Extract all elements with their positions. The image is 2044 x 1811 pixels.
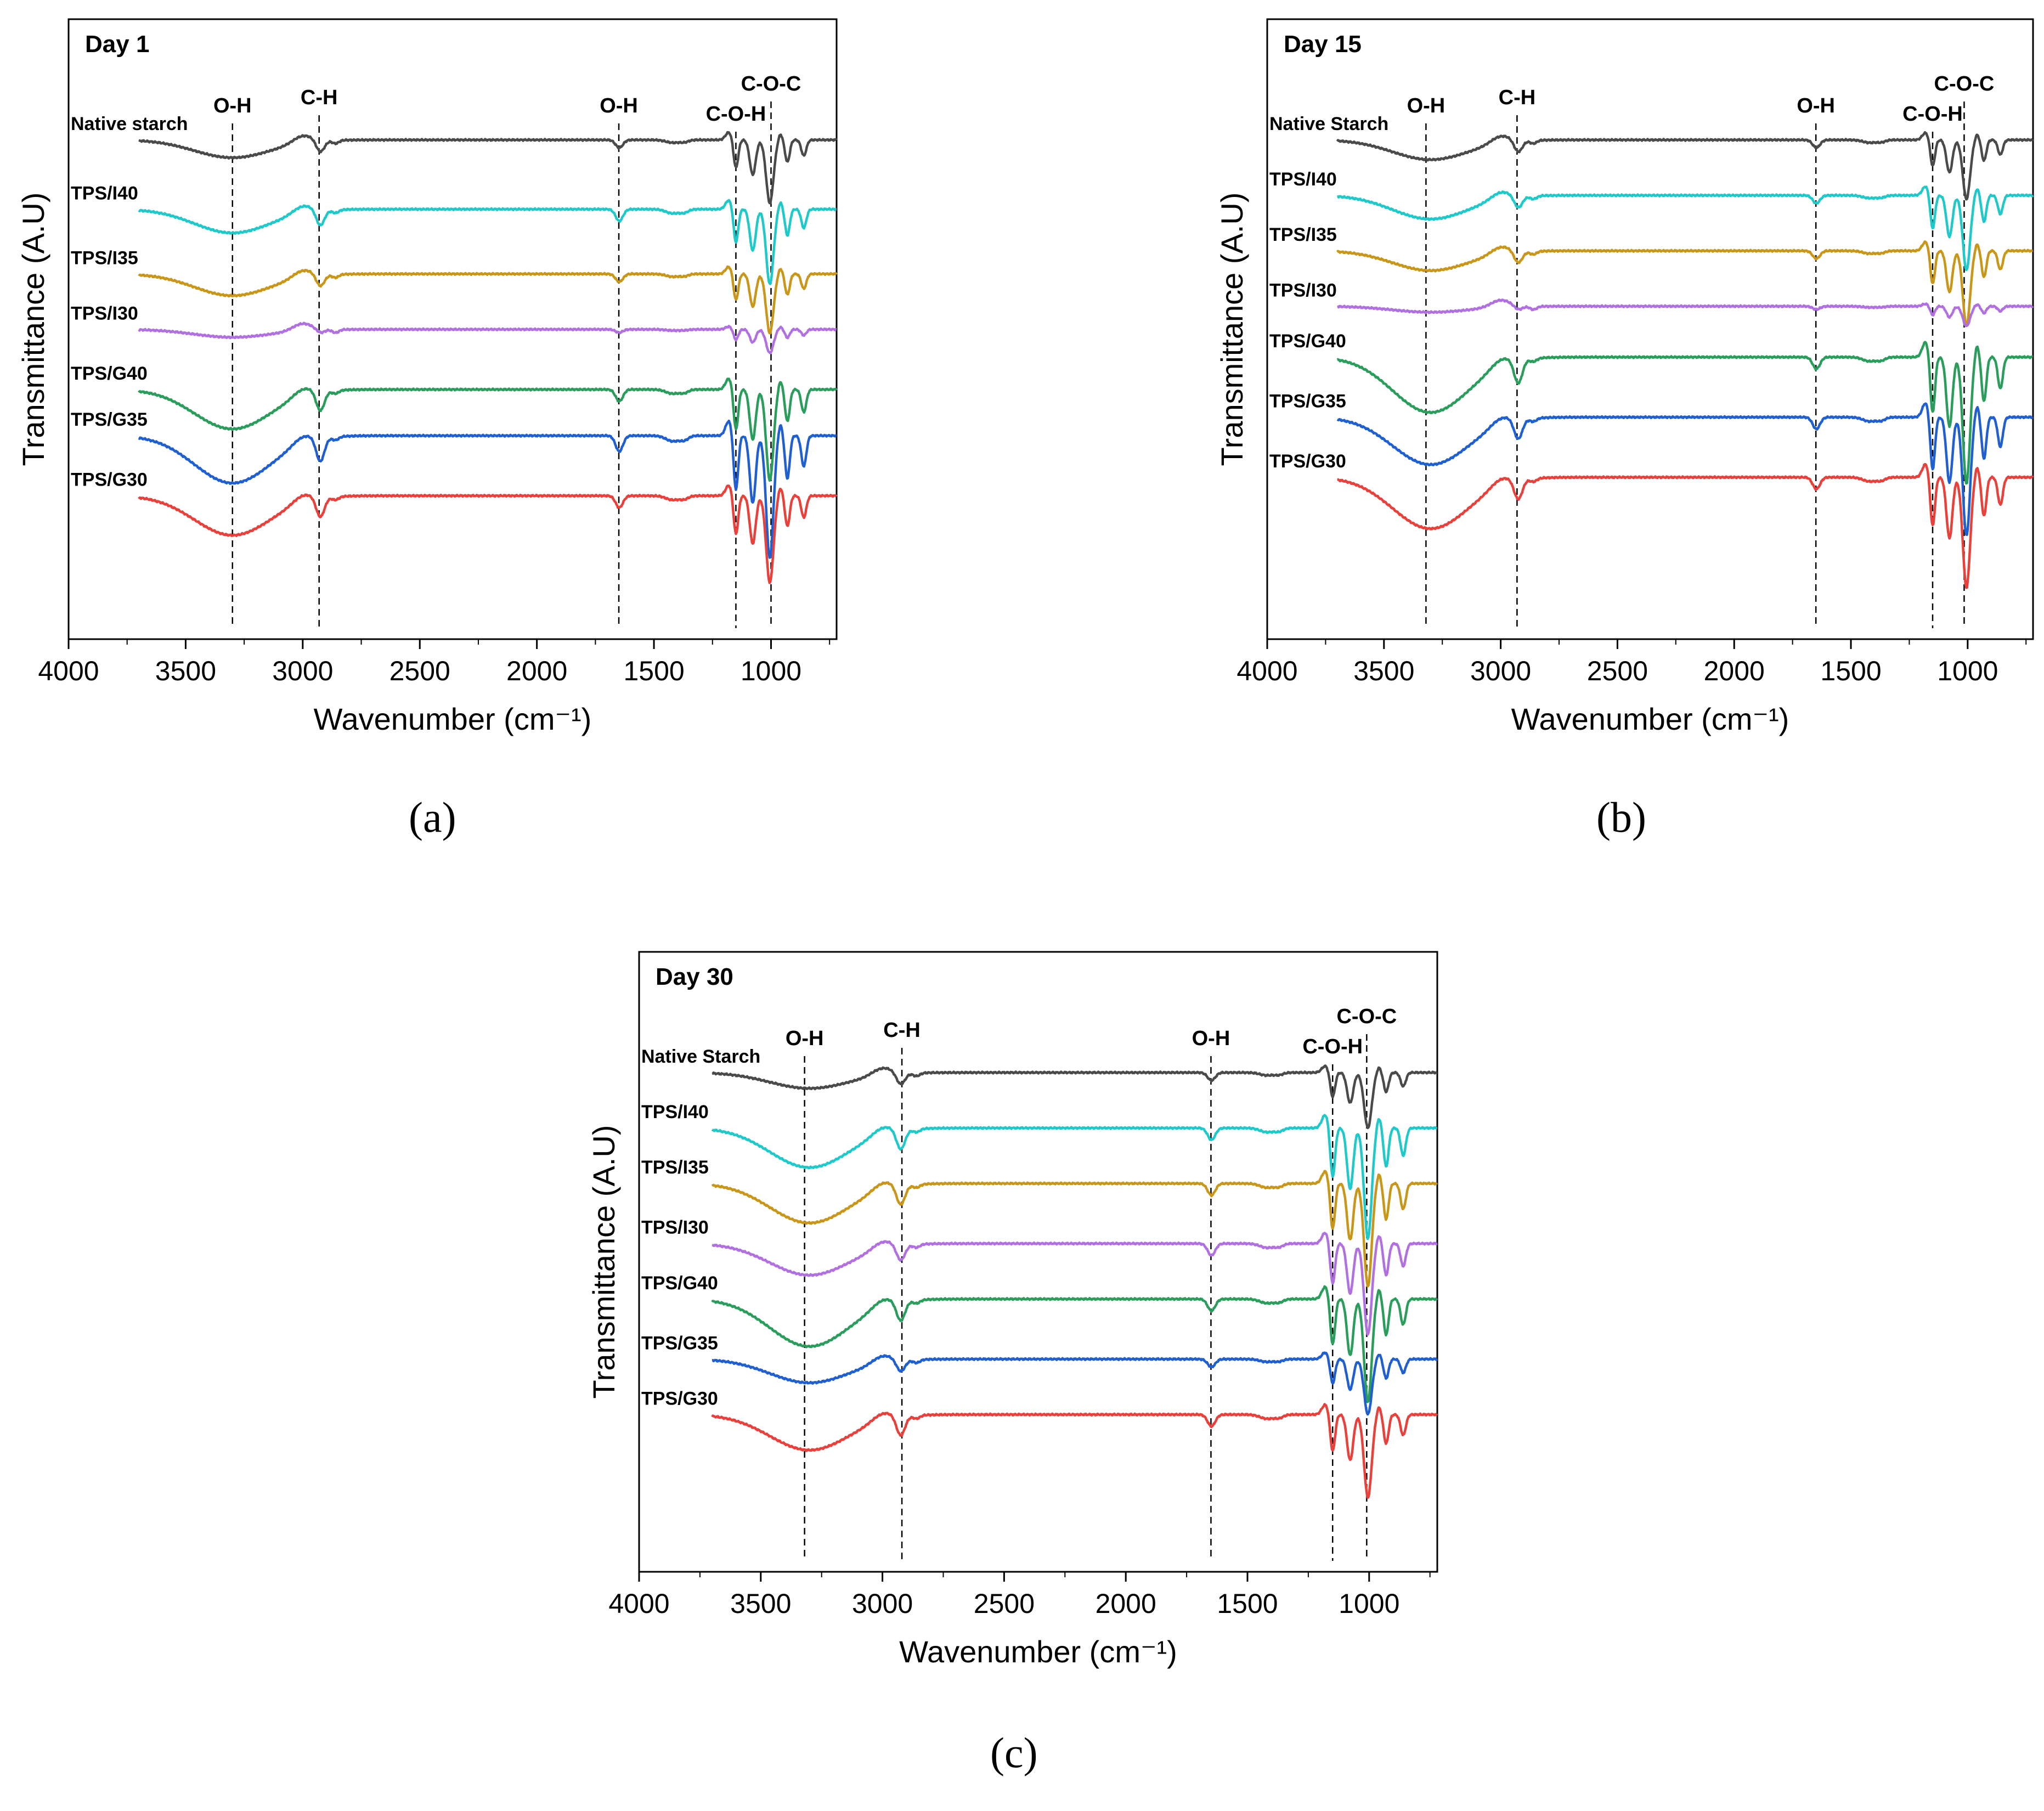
series-label-native-starch: Native Starch — [1269, 114, 1388, 134]
series-label-tps-g40: TPS/G40 — [1269, 331, 1346, 352]
series-line-native-starch — [138, 131, 838, 205]
x-tick-label-3000: 3000 — [1470, 656, 1531, 686]
x-axis-label: Wavenumber (cm⁻¹) — [314, 702, 592, 736]
series-line-tps-i35 — [711, 1170, 1438, 1288]
chart-panel-a: Day 1 4000 3500 3000 2500 2000 1500 1000 Wavenum… — [0, 0, 856, 779]
band-label-c-o-c: C-O-C — [741, 72, 801, 95]
series-label-tps-i30: TPS/I30 — [1269, 280, 1337, 301]
series-line-native-starch — [1336, 131, 2034, 201]
series-label-tps-g30: TPS/G30 — [71, 470, 148, 490]
series-line-tps-i30 — [1336, 298, 2034, 328]
series-line-tps-i40 — [138, 199, 837, 285]
chart-title: Day 15 — [1284, 31, 1362, 58]
series-label-tps-i35: TPS/I35 — [1269, 224, 1337, 245]
band-label-o-h: O-H — [786, 1027, 824, 1050]
x-tick-label-2000: 2000 — [1096, 1588, 1156, 1619]
series-line-tps-g35 — [712, 1351, 1438, 1416]
series-line-tps-g40 — [138, 377, 838, 482]
band-label-c-h: C-H — [1499, 86, 1536, 109]
panel-label-a: (a) — [409, 793, 456, 841]
series-label-tps-i40: TPS/I40 — [71, 183, 138, 204]
plot-frame — [638, 951, 1438, 1573]
x-axis-label: Wavenumber (cm⁻¹) — [1511, 702, 1789, 736]
chart-day-15: Day 15 4000 3500 3000 2500 2000 1500 1000 Wavenu… — [1215, 18, 2034, 736]
series-label-tps-i40: TPS/I40 — [641, 1102, 709, 1122]
x-tick-label-4000: 4000 — [1236, 656, 1297, 686]
series-line-tps-g30 — [711, 1403, 1438, 1499]
band-label-c-o-h: C-O-H — [1302, 1035, 1363, 1058]
band-label-c-h: C-H — [301, 86, 338, 109]
series-line-tps-g40 — [1336, 341, 2034, 485]
band-label-o-h: O-H — [600, 94, 638, 117]
x-tick-label-2500: 2500 — [389, 656, 450, 686]
series-line-tps-i30 — [712, 1232, 1438, 1336]
x-tick-label-3000: 3000 — [272, 656, 333, 686]
series-label-tps-g35: TPS/G35 — [71, 409, 148, 430]
series-line-tps-i35 — [138, 265, 838, 335]
x-tick-label-2000: 2000 — [1704, 656, 1765, 686]
band-label-c-o-c: C-O-C — [1336, 1005, 1397, 1028]
band-label-o-h: O-H — [1797, 94, 1835, 117]
x-tick-label-2000: 2000 — [506, 656, 567, 686]
series-label-tps-i40: TPS/I40 — [1269, 169, 1337, 190]
x-tick-label-4000: 4000 — [38, 656, 99, 686]
y-axis-label: Transmittance (A.U) — [586, 1125, 621, 1399]
x-tick-label-1500: 1500 — [1217, 1588, 1278, 1619]
series-line-tps-i30 — [138, 321, 837, 355]
x-tick-label-2500: 2500 — [974, 1588, 1035, 1619]
series-line-tps-g35 — [138, 419, 837, 559]
series-line-native-starch — [712, 1064, 1438, 1130]
band-label-c-o-h: C-O-H — [706, 103, 766, 126]
series-line-tps-i40 — [711, 1114, 1438, 1240]
x-tick-label-1500: 1500 — [623, 656, 684, 686]
series-label-tps-i35: TPS/I35 — [641, 1157, 709, 1178]
band-label-c-o-c: C-O-C — [1934, 72, 1995, 95]
y-axis-label: Transmittance (A.U) — [16, 193, 50, 466]
x-tick-label-3500: 3500 — [1353, 656, 1414, 686]
band-label-o-h: O-H — [213, 94, 252, 117]
series-label-tps-g40: TPS/G40 — [641, 1273, 718, 1294]
panel-label-c: (c) — [990, 1729, 1038, 1776]
x-tick-label-1000: 1000 — [1339, 1588, 1399, 1619]
series-label-native-starch: Native starch — [71, 114, 188, 134]
band-label-o-h: O-H — [1407, 94, 1446, 117]
series-line-tps-g30 — [1336, 463, 2034, 589]
band-label-o-h: O-H — [1192, 1027, 1230, 1050]
series-label-tps-g30: TPS/G30 — [1269, 451, 1346, 472]
series-label-native-starch: Native Starch — [641, 1046, 760, 1067]
panel-label-b: (b) — [1596, 793, 1646, 841]
series-label-tps-i35: TPS/I35 — [71, 247, 138, 268]
chart-day-1: Day 1 4000 3500 3000 2500 2000 1500 1000 Wavenum… — [16, 18, 838, 736]
series-label-tps-g35: TPS/G35 — [641, 1333, 718, 1353]
series-label-tps-i30: TPS/I30 — [641, 1217, 709, 1238]
chart-panel-b: Day 15 4000 3500 3000 2500 2000 1500 1000 Wavenu… — [1196, 0, 2044, 779]
x-axis-label: Wavenumber (cm⁻¹) — [899, 1634, 1177, 1669]
band-label-c-o-h: C-O-H — [1902, 103, 1963, 126]
plot-frame — [67, 18, 838, 640]
series-line-tps-g30 — [138, 484, 838, 584]
x-tick-label-3000: 3000 — [852, 1588, 913, 1619]
band-label-c-h: C-H — [883, 1019, 921, 1042]
x-tick-label-1000: 1000 — [1937, 656, 1998, 686]
series-label-tps-g40: TPS/G40 — [71, 363, 148, 384]
x-tick-label-3500: 3500 — [730, 1588, 791, 1619]
plot-frame — [1266, 18, 2034, 640]
x-tick-label-4000: 4000 — [608, 1588, 669, 1619]
chart-day-30: Day 30 4000 3500 3000 2500 2000 1500 1000 Wavenu… — [586, 951, 1438, 1669]
x-tick-label-1500: 1500 — [1820, 656, 1881, 686]
y-axis-label: Transmittance (A.U) — [1215, 193, 1249, 466]
series-line-tps-g40 — [711, 1285, 1438, 1403]
x-tick-label-1000: 1000 — [741, 656, 801, 686]
series-line-tps-g35 — [1336, 402, 2034, 536]
series-line-tps-i40 — [1336, 185, 2034, 272]
x-tick-label-3500: 3500 — [155, 656, 216, 686]
chart-title: Day 30 — [656, 963, 733, 990]
series-label-tps-g30: TPS/G30 — [641, 1388, 718, 1409]
x-tick-label-2500: 2500 — [1587, 656, 1648, 686]
series-label-tps-g35: TPS/G35 — [1269, 391, 1346, 411]
chart-title: Day 1 — [85, 31, 149, 58]
series-label-tps-i30: TPS/I30 — [71, 303, 138, 324]
series-line-tps-i35 — [1336, 240, 2034, 328]
chart-panel-c: Day 30 4000 3500 3000 2500 2000 1500 1000 Wavenu… — [568, 933, 1456, 1712]
